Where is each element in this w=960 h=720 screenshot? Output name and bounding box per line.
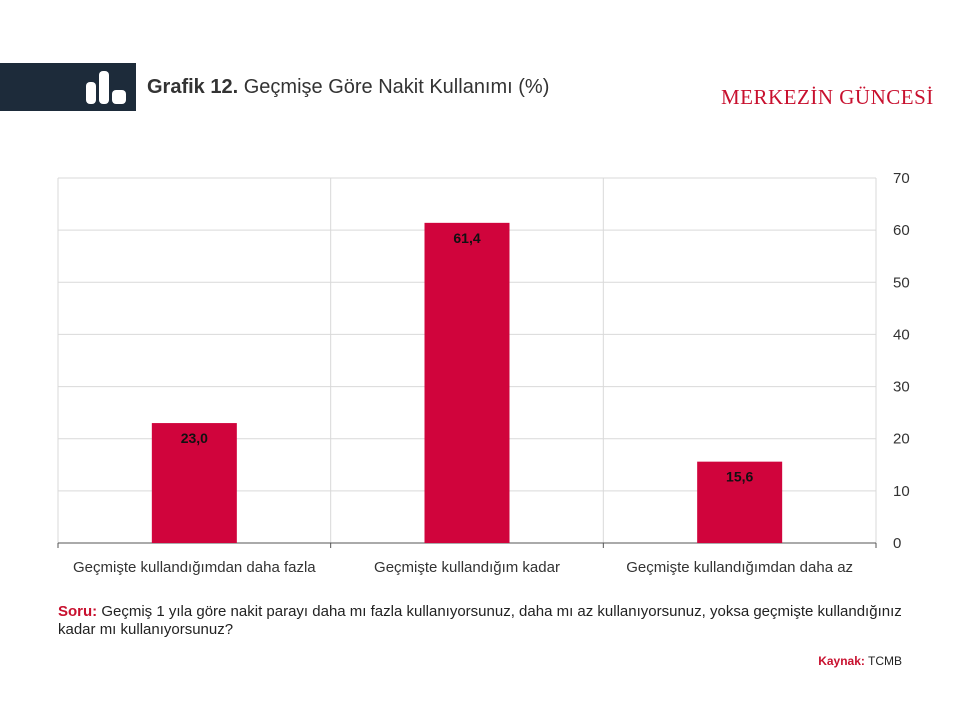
chart-title: Grafik 12. Geçmişe Göre Nakit Kullanımı … — [147, 76, 549, 99]
y-tick-label: 30 — [893, 379, 910, 396]
header-band — [0, 63, 136, 111]
bar — [697, 461, 783, 543]
source-label: Kaynak: — [818, 654, 865, 668]
x-tick-label: Geçmişte kullandığımdan daha az — [626, 559, 853, 576]
bar-chart-icon — [86, 71, 126, 104]
bar — [151, 423, 237, 543]
data-label: 61,4 — [453, 230, 480, 246]
source-note: Kaynak: TCMB — [818, 654, 902, 668]
data-label: 23,0 — [181, 430, 208, 446]
y-tick-label: 10 — [893, 483, 910, 500]
data-label: 15,6 — [726, 469, 753, 485]
bar-chart: 0 10 20 30 40 50 60 70 23,0 Geçmişte kullandığımd… — [57, 170, 910, 576]
brand-logo-text: MERKEZİN GÜNCESİ — [721, 85, 934, 109]
y-tick-label: 60 — [893, 222, 910, 239]
y-tick-label: 70 — [893, 170, 910, 187]
y-tick-label: 0 — [893, 535, 901, 552]
question-text: Geçmiş 1 yıla göre nakit parayı daha mı … — [58, 603, 902, 638]
survey-question: Soru: Geçmiş 1 yıla göre nakit parayı da… — [58, 603, 908, 639]
x-tick-label: Geçmişte kullandığımdan daha fazla — [73, 559, 316, 576]
y-tick-label: 50 — [893, 274, 910, 291]
y-tick-label: 20 — [893, 431, 910, 448]
source-text: TCMB — [868, 654, 902, 668]
y-tick-label: 40 — [893, 326, 910, 343]
bar — [424, 222, 510, 543]
figure-title: Geçmişe Göre Nakit Kullanımı (%) — [243, 76, 550, 98]
figure-number: Grafik 12. — [147, 76, 239, 98]
question-label: Soru: — [58, 603, 98, 620]
x-tick-label: Geçmişte kullandığım kadar — [374, 559, 560, 576]
